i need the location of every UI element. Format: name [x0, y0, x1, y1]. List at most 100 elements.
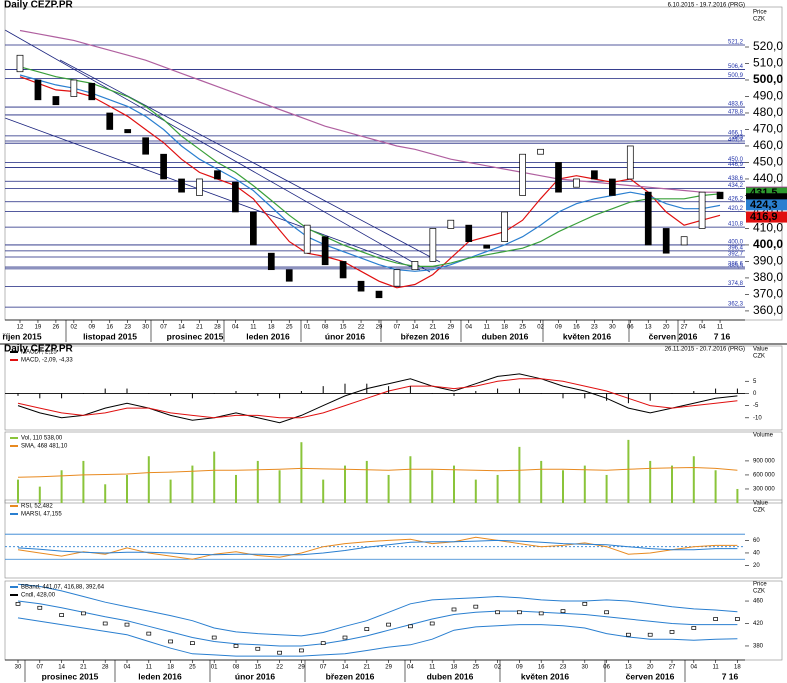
- candle: [106, 112, 114, 130]
- y-tick-label: 0: [753, 391, 757, 397]
- bar: [365, 460, 368, 503]
- price-marker: [746, 211, 787, 223]
- level-label: 362,3: [728, 302, 744, 308]
- x-tick-label: 22: [358, 325, 365, 331]
- bar: [474, 479, 477, 503]
- bar: [562, 393, 564, 399]
- candle-mark: [604, 610, 609, 615]
- month-label: březen 2016: [401, 331, 450, 341]
- candle-mark: [626, 632, 631, 637]
- chart-subtitle: 6.10.2015 - 19.7.2016 (PRG): [668, 3, 745, 9]
- month-label: říjen 2015: [2, 331, 41, 341]
- x-tick-label: 14: [58, 665, 65, 671]
- x-tick-label: 11: [250, 325, 257, 331]
- bar: [431, 393, 433, 394]
- level-label: 521,2: [728, 40, 744, 46]
- panel-frame: [4, 345, 783, 431]
- bar: [649, 393, 651, 401]
- candle: [573, 178, 580, 188]
- bar: [497, 388, 499, 394]
- level-label: 374,8: [728, 281, 744, 287]
- bar: [736, 488, 739, 503]
- bar: [453, 465, 455, 503]
- series-line: [17, 378, 738, 419]
- x-tick-label: 19: [35, 325, 42, 331]
- level-label: 410,8: [728, 222, 744, 228]
- legend-label: MACDF, 2,15: [21, 350, 57, 356]
- y-tick-label: 380,0: [753, 270, 783, 284]
- x-tick-label: 09: [555, 325, 562, 331]
- x-tick-label: 25: [189, 665, 196, 671]
- bar: [496, 474, 499, 503]
- level-label: 446,9: [728, 162, 744, 168]
- candle-mark: [15, 601, 21, 606]
- candle: [644, 191, 652, 246]
- candle-mark: [691, 626, 697, 630]
- x-tick-label: 04: [407, 665, 414, 671]
- bar: [693, 391, 695, 394]
- x-tick-label: 02: [71, 325, 78, 331]
- candle-mark: [647, 632, 653, 637]
- price-marker: [746, 199, 787, 211]
- series-line: [17, 600, 738, 647]
- month-label: únor 2016: [235, 671, 275, 681]
- price-marker-label: 424,3: [750, 199, 778, 211]
- y-tick-label: 60: [753, 538, 760, 544]
- moving-average: [19, 66, 721, 267]
- series-line: [17, 373, 738, 424]
- y-tick-label: -10: [753, 415, 762, 421]
- month-label: prosinec 2015: [42, 671, 99, 681]
- candle-mark: [429, 621, 435, 626]
- x-tick-label: 07: [36, 665, 43, 671]
- chart-title: Daily CEZP.PR: [4, 0, 74, 11]
- y-tick-label: 500,0: [753, 72, 783, 86]
- x-tick-label: 15: [340, 325, 347, 331]
- candle: [429, 228, 437, 262]
- level-label: 466,1: [728, 130, 744, 136]
- bar: [213, 451, 216, 503]
- candle-mark: [168, 639, 173, 644]
- chart-title: Daily CEZP.PR: [4, 344, 74, 355]
- x-tick-label: 27: [681, 325, 688, 331]
- candle: [321, 236, 329, 266]
- month-label: duben 2016: [427, 671, 474, 681]
- x-tick-label: 21: [196, 325, 203, 331]
- candle-mark: [81, 611, 86, 616]
- bar: [649, 460, 652, 503]
- month-label: červen 2016: [649, 331, 698, 341]
- bar: [235, 391, 237, 394]
- bar: [38, 486, 41, 503]
- bar: [388, 386, 390, 394]
- level-label: 438,6: [728, 176, 744, 182]
- candle-mark: [582, 601, 588, 606]
- candle-mark: [408, 624, 413, 629]
- bar: [213, 393, 215, 394]
- x-tick-label: 18: [451, 665, 458, 671]
- x-tick-label: 15: [254, 665, 261, 671]
- month-label: únor 2016: [325, 331, 365, 341]
- x-tick-label: 18: [268, 325, 275, 331]
- x-tick-label: 08: [322, 325, 329, 331]
- x-tick-label: 01: [211, 665, 218, 671]
- candle: [555, 162, 562, 193]
- candle-mark: [495, 610, 500, 615]
- x-tick-label: 29: [447, 325, 454, 331]
- candle-mark: [320, 641, 326, 646]
- level-label: 400,0: [728, 240, 744, 246]
- x-tick-label: 04: [465, 325, 472, 331]
- bar: [344, 383, 346, 394]
- y-tick-label: 440,0: [753, 171, 783, 185]
- bar: [518, 446, 521, 503]
- candle: [626, 145, 634, 180]
- level-label: 392,7: [728, 252, 744, 258]
- candle: [52, 96, 60, 106]
- y-tick-label: 470,0: [753, 122, 783, 136]
- panel-frame: [4, 431, 783, 504]
- price-marker-label: 416,9: [750, 211, 778, 223]
- bar: [169, 479, 172, 503]
- legend-label: Vol, 110 538,00: [21, 436, 63, 442]
- candle: [447, 219, 455, 229]
- y-axis-label: Value: [753, 347, 769, 353]
- candle-mark: [517, 610, 522, 615]
- level-label: 461,7: [728, 138, 744, 144]
